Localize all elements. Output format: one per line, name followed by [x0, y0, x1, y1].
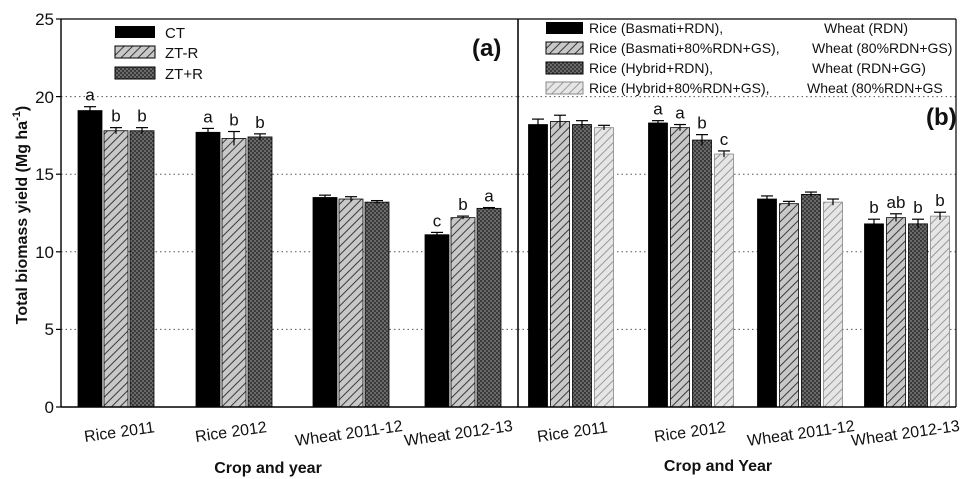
legend-a-swatch-ct — [115, 26, 155, 38]
legend-b-swatch-4 — [545, 81, 584, 95]
legend-a-swatch-ztr — [114, 45, 156, 59]
bar — [221, 138, 247, 408]
bar — [312, 197, 338, 408]
legend-b-rice-2: Rice (Basmati+80%RDN+GS), — [589, 40, 780, 56]
significance-label: b — [255, 113, 264, 132]
y-axis-title: Total biomass yield (Mg ha-1) — [11, 106, 31, 324]
bar — [550, 121, 570, 408]
bar — [476, 207, 502, 408]
panel-a-tag: (a) — [472, 35, 501, 62]
bar — [692, 139, 712, 408]
significance-label: b — [229, 111, 238, 130]
significance-label: b — [111, 107, 120, 126]
bar — [779, 203, 799, 408]
y-tick-label: 0 — [45, 398, 54, 417]
y-tick-label: 25 — [35, 10, 54, 29]
y-tick-label: 10 — [35, 243, 54, 262]
y-tick-labels: 0 5 10 15 20 25 — [35, 10, 54, 417]
legend-a: CT ZT-R ZT+R — [114, 25, 203, 83]
y-axis-title-close: ) — [14, 106, 31, 111]
y-axis-title-sup: -1 — [11, 111, 23, 121]
significance-label: a — [203, 107, 213, 126]
bar — [648, 122, 668, 408]
bar — [823, 201, 843, 408]
bar — [424, 234, 450, 408]
legend-b-wheat-3: Wheat (RDN+GG) — [812, 60, 926, 76]
y-axis-title-main: Total biomass yield (Mg ha — [14, 121, 31, 324]
significance-label: b — [935, 191, 944, 210]
legend-b-wheat-4: Wheat (80%RDN+GS — [807, 80, 943, 96]
y-tick-label: 20 — [35, 88, 54, 107]
bar — [247, 136, 273, 408]
legend-b-rice-4: Rice (Hybrid+80%RDN+GS), — [589, 80, 770, 96]
legend-b-rice-3: Rice (Hybrid+RDN), — [589, 60, 713, 76]
bar — [195, 131, 221, 408]
significance-label: a — [484, 187, 494, 206]
x-tick-label: Rice 2012 — [194, 419, 268, 446]
bar — [801, 193, 821, 408]
x-tick-label: Wheat 2011-12 — [746, 418, 856, 450]
significance-label: c — [433, 211, 442, 230]
significance-label: a — [675, 104, 685, 123]
significance-label: b — [458, 195, 467, 214]
legend-b: Rice (Basmati+RDN), Wheat (RDN) Rice (Ba… — [545, 20, 952, 96]
bar — [864, 223, 884, 408]
x-tick-label: Wheat 2012-13 — [403, 418, 514, 450]
bar — [908, 223, 928, 408]
significance-label: b — [913, 198, 922, 217]
bar — [450, 217, 476, 408]
legend-a-swatch-ztpr — [114, 66, 156, 80]
legend-b-wheat-1: Wheat (RDN) — [824, 20, 908, 36]
x-tick-label: Rice 2011 — [83, 419, 156, 446]
legend-a-label-ztr: ZT-R — [165, 45, 198, 62]
legend-b-wheat-2: Wheat (80%RDN+GS) — [812, 40, 952, 56]
significance-label: b — [697, 114, 706, 133]
y-tick-label: 15 — [35, 165, 54, 184]
x-tick-label: Wheat 2012-13 — [850, 418, 961, 450]
bar — [572, 124, 592, 408]
x-tick-label: Rice 2012 — [653, 419, 727, 446]
legend-b-swatch-2 — [545, 41, 584, 55]
significance-label: ab — [887, 193, 906, 212]
legend-b-rice-1: Rice (Basmati+RDN), — [589, 20, 723, 36]
significance-label: b — [137, 107, 146, 126]
bar — [714, 153, 734, 408]
bar — [364, 201, 390, 408]
bar — [103, 130, 129, 408]
significance-label: c — [720, 130, 729, 149]
x-axis-title-b: Crop and Year — [664, 458, 772, 475]
bar — [670, 127, 690, 408]
legend-b-swatch-3 — [545, 61, 584, 75]
bar — [528, 124, 548, 408]
legend-a-label-ct: CT — [165, 25, 185, 42]
legend-b-swatch-1 — [546, 22, 583, 34]
significance-label: b — [869, 198, 878, 217]
legend-a-label-ztpr: ZT+R — [165, 66, 203, 83]
significance-label: a — [85, 86, 95, 105]
bar — [77, 110, 103, 408]
x-tick-label: Rice 2011 — [536, 419, 609, 446]
y-tick-label: 5 — [45, 320, 54, 339]
panel-b-tag: (b) — [926, 104, 957, 131]
bar — [338, 198, 364, 408]
bar — [129, 130, 155, 408]
x-tick-label: Wheat 2011-12 — [294, 418, 404, 450]
x-axis-title-a: Crop and year — [214, 460, 322, 477]
bar — [930, 215, 950, 408]
significance-label: a — [653, 100, 663, 119]
bar — [886, 217, 906, 408]
bar — [757, 198, 777, 408]
bar — [594, 127, 614, 408]
